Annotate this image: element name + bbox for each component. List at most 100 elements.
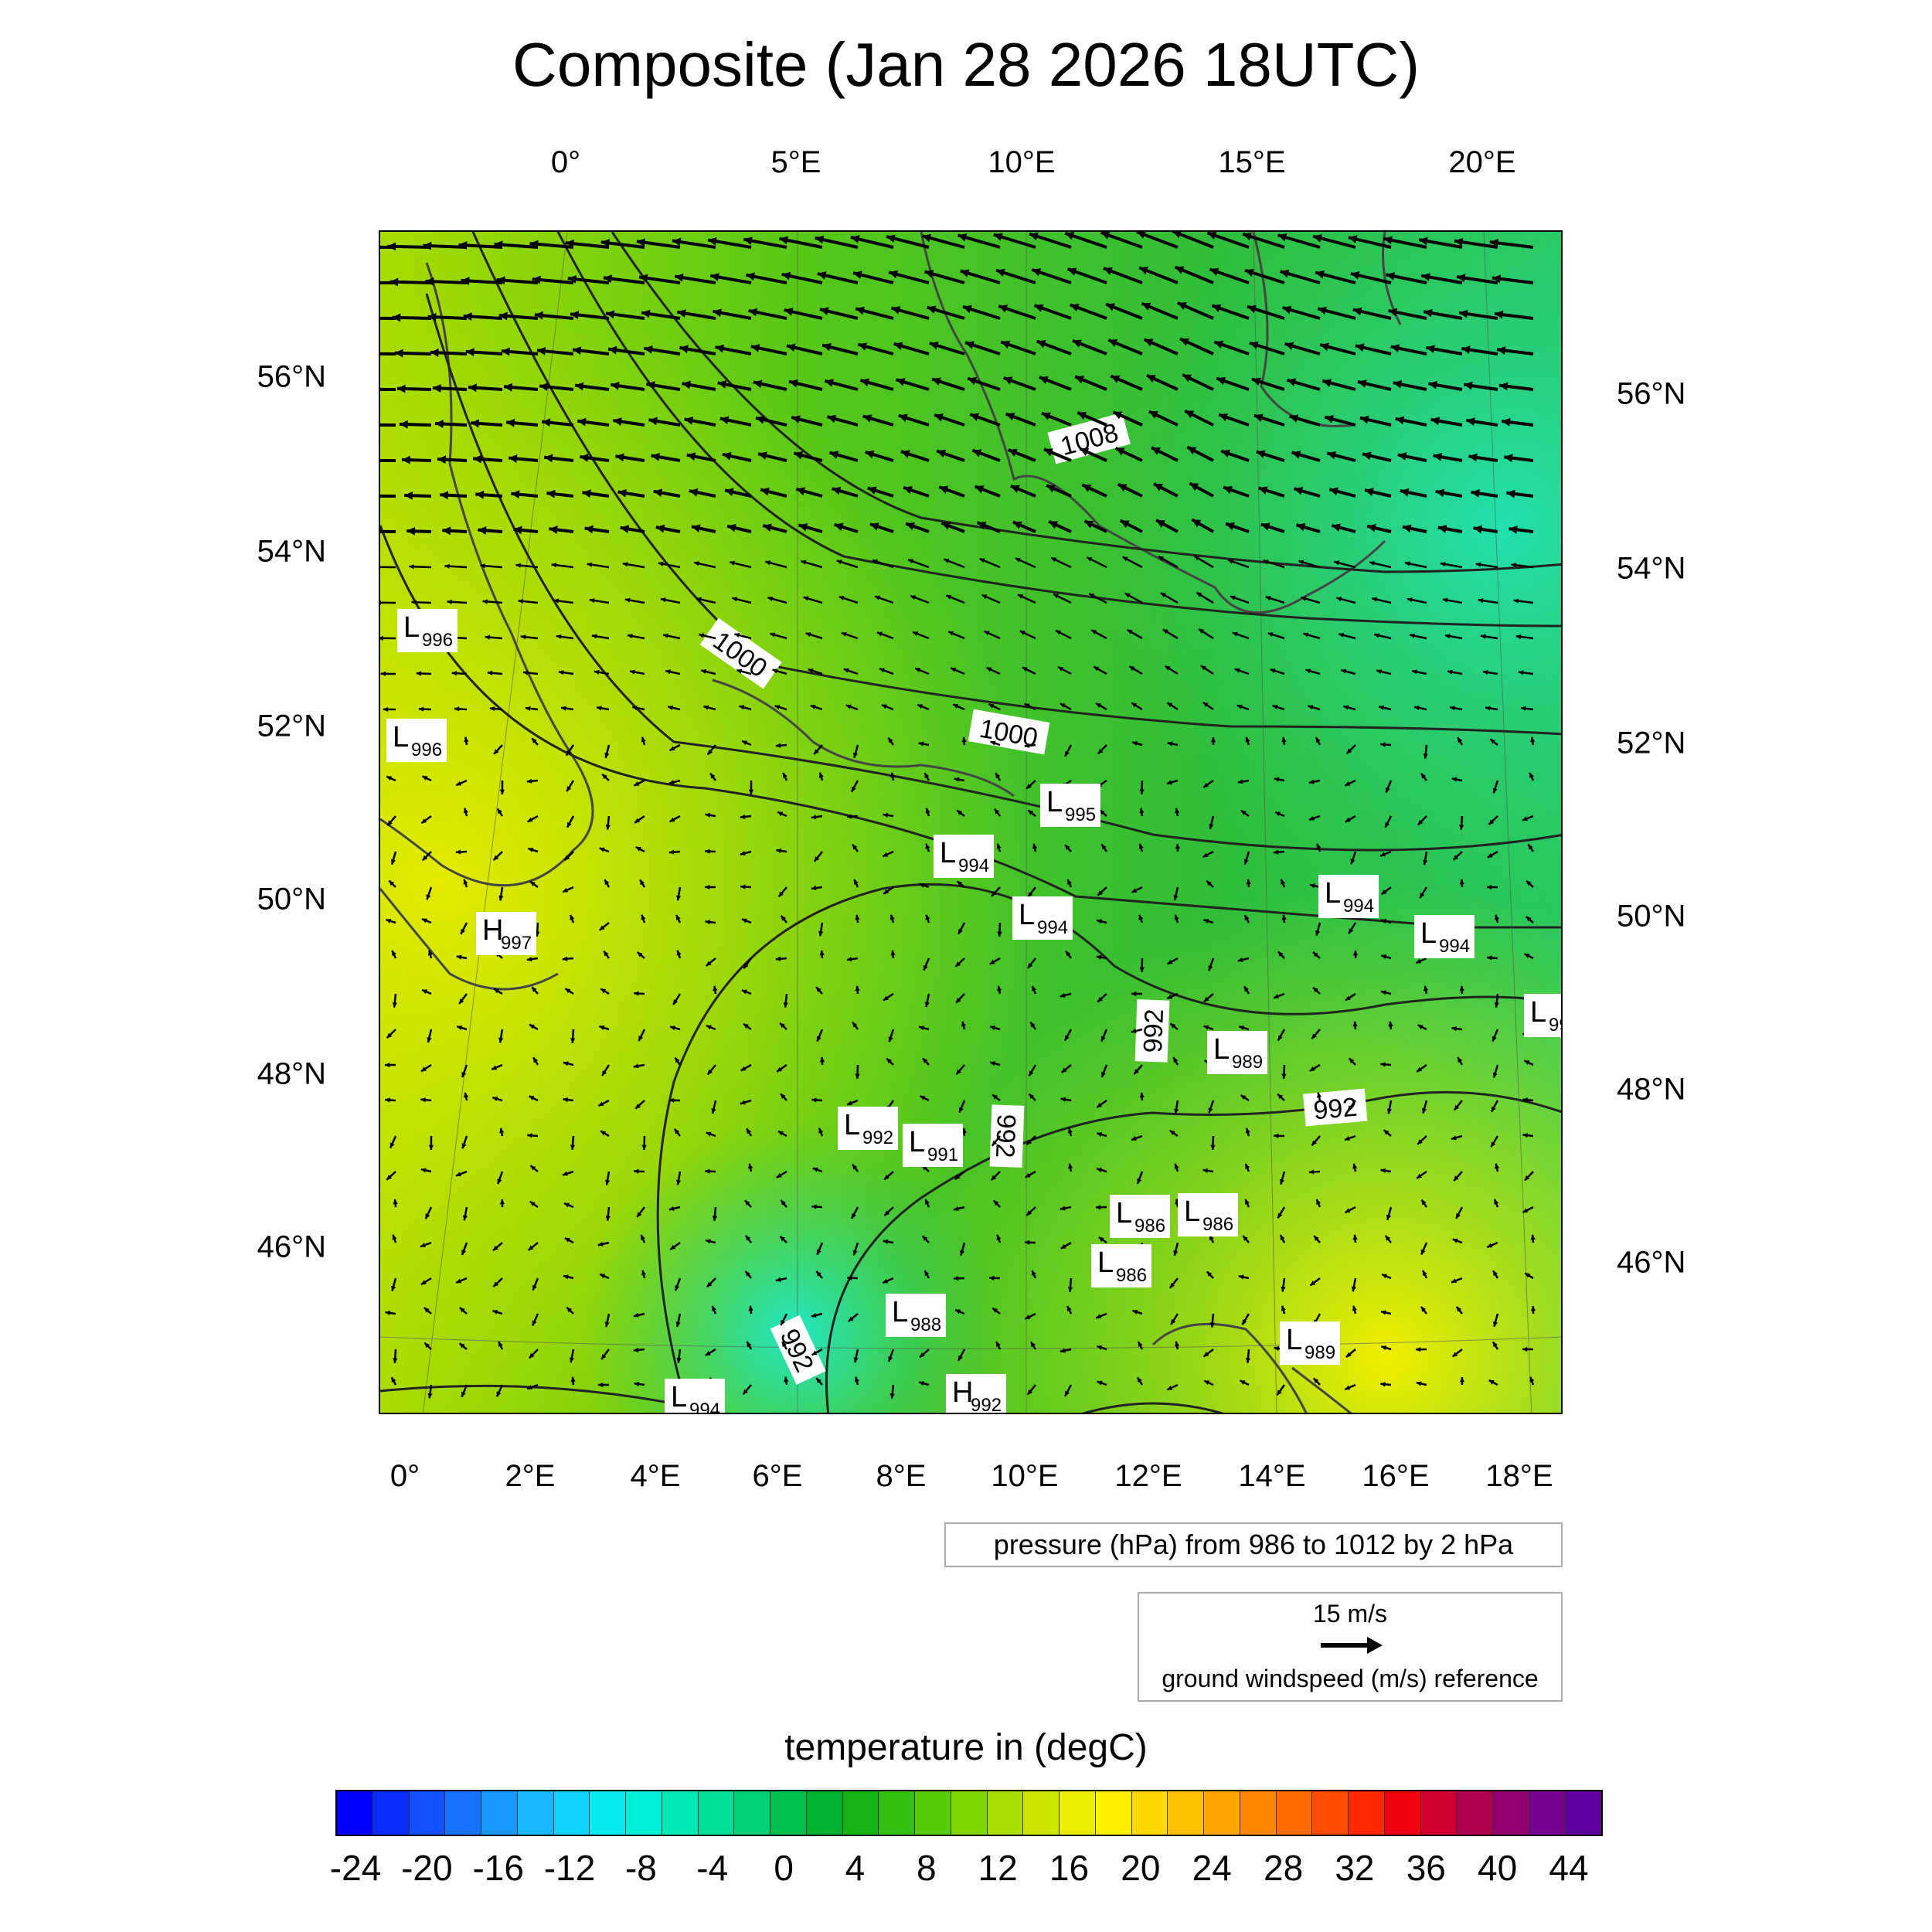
wind-vector-head xyxy=(577,417,587,427)
wind-vector-head xyxy=(1488,1380,1495,1385)
wind-vector-head xyxy=(1334,560,1340,566)
wind-vector-head xyxy=(884,1210,890,1216)
wind-vector-head xyxy=(549,526,558,534)
pressure-centers: L996L996H997L995L994L994L994L994L99L989L… xyxy=(386,609,1561,1414)
bottom-lon-tick: 16°E xyxy=(1362,1459,1430,1493)
wind-vector-head xyxy=(392,1234,397,1240)
wind-vector-head xyxy=(602,774,607,780)
wind-vector-head xyxy=(1301,596,1307,601)
wind-vector-head xyxy=(1492,274,1502,284)
wind-vector-head xyxy=(582,489,591,498)
wind-vector-head xyxy=(1131,1135,1137,1141)
wind-vector-head xyxy=(883,1278,889,1284)
wind-vector-head xyxy=(641,736,646,743)
wind-vector-head xyxy=(1075,376,1085,384)
wind-vector-head xyxy=(1169,1130,1175,1136)
wind-vector-head xyxy=(854,1376,859,1383)
wind-vector-head xyxy=(1026,784,1032,789)
wind-vector-head xyxy=(777,811,784,817)
wind-vector-head xyxy=(1350,271,1360,280)
wind-vector-head xyxy=(1277,1035,1283,1041)
wind-vector-head xyxy=(781,1199,786,1206)
wind-vector-head xyxy=(1015,557,1021,563)
right-lat-tick: 48°N xyxy=(1617,1072,1686,1107)
wind-vector-head xyxy=(995,773,1001,779)
wind-vector-head xyxy=(747,1342,752,1348)
wind-vector-head xyxy=(1203,918,1209,924)
wind-vector-head xyxy=(740,851,746,856)
wind-vector-head xyxy=(1051,557,1057,563)
wind-vector-head xyxy=(1212,304,1222,313)
wind-vector-head xyxy=(1442,597,1448,603)
wind-reference-speed: 15 m/s xyxy=(1312,1600,1388,1628)
wind-vector-head xyxy=(1421,273,1430,281)
wind-vector-head xyxy=(641,1234,646,1240)
pressure-center-type: L xyxy=(1213,1033,1230,1066)
wind-vector-head xyxy=(532,1284,537,1291)
wind-vector-head xyxy=(1466,417,1475,426)
pressure-center-value: 994 xyxy=(689,1400,720,1414)
wind-reference-legend: 15 m/s ground windspeed (m/s) reference xyxy=(1138,1592,1563,1702)
wind-vector-head xyxy=(565,239,574,248)
wind-vector-head xyxy=(1417,1139,1423,1145)
wind-vector-head xyxy=(1456,1213,1461,1219)
low-pressure-center: L 994 xyxy=(665,1379,725,1414)
wind-vector-head xyxy=(674,1128,680,1134)
colorbar-swatch xyxy=(445,1791,481,1835)
wind-vector-head xyxy=(740,1100,746,1105)
wind-vector-head xyxy=(1400,488,1410,497)
wind-vector-head xyxy=(1084,520,1094,529)
wind-vector-head xyxy=(526,957,532,962)
colorbar-swatch xyxy=(1276,1791,1313,1835)
wind-vector-head xyxy=(992,1308,998,1313)
wind-vector-head xyxy=(1352,1163,1358,1169)
wind-vector-head xyxy=(910,595,917,600)
wind-vector-head xyxy=(874,595,880,600)
wind-vector-head xyxy=(1367,523,1376,532)
wind-vector-head xyxy=(532,275,541,284)
wind-vector-head xyxy=(758,451,767,460)
wind-vector-head xyxy=(1192,519,1202,528)
wind-vector-head xyxy=(1345,1352,1352,1358)
wind-vector-head xyxy=(528,1245,534,1250)
wind-vector-head xyxy=(1067,1128,1073,1134)
wind-vector-head xyxy=(981,594,988,600)
wind-vector-head xyxy=(420,1168,427,1173)
wind-vector-head xyxy=(492,1245,498,1251)
left-lat-tick: 52°N xyxy=(257,709,326,743)
wind-vector-head xyxy=(727,523,736,532)
colorbar-swatch xyxy=(517,1791,554,1835)
wind-vector-head xyxy=(1381,1345,1387,1351)
wind-vector-head xyxy=(632,705,638,711)
wind-vector-head xyxy=(677,309,686,318)
wind-vector-head xyxy=(740,814,746,820)
wind-vector-head xyxy=(600,1131,607,1136)
wind-vector-head xyxy=(553,598,560,604)
wind-vector-head xyxy=(527,817,533,822)
wind-vector-head xyxy=(816,987,821,992)
wind-vector-head xyxy=(1451,1135,1457,1141)
wind-vector-head xyxy=(781,1320,786,1326)
wind-vector-head xyxy=(1239,1025,1245,1031)
wind-vector-head xyxy=(1491,1106,1496,1112)
wind-vector-head xyxy=(563,887,569,893)
wind-vector-head xyxy=(852,1213,856,1219)
wind-vector-head xyxy=(889,914,895,920)
colorbar-tick-label: 16 xyxy=(1049,1848,1090,1888)
wind-vector-head xyxy=(1245,736,1250,743)
colorbar-swatch xyxy=(372,1791,410,1835)
wind-vector-head xyxy=(1173,1057,1179,1063)
colorbar-swatch xyxy=(1349,1791,1385,1835)
wind-vector-head xyxy=(1064,1035,1070,1041)
wind-vector-head xyxy=(641,309,651,318)
colorbar-swatch xyxy=(1023,1791,1060,1835)
wind-vector-head xyxy=(1097,997,1103,1002)
wind-vector-head xyxy=(630,669,635,675)
wind-vector-head xyxy=(829,451,839,459)
wind-vector-head xyxy=(1022,667,1028,672)
wind-vector-head xyxy=(1175,266,1185,274)
wind-vector-head xyxy=(1499,382,1509,391)
wind-vector-head xyxy=(668,849,675,855)
wind-vector-head xyxy=(1464,381,1473,390)
wind-vector-head xyxy=(566,821,572,828)
